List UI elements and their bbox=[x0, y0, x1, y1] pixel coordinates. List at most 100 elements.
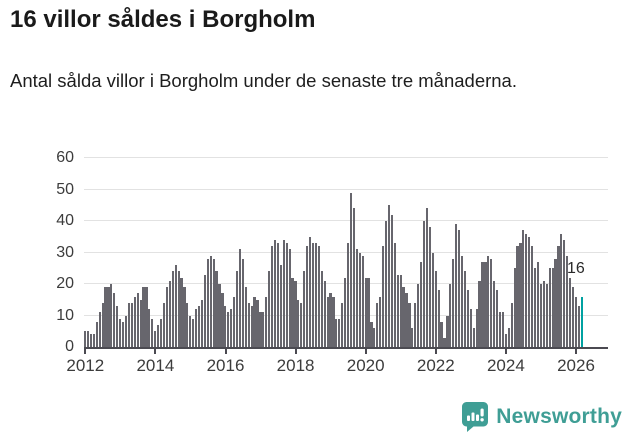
x-tick-label: 2020 bbox=[346, 356, 385, 375]
bar bbox=[352, 208, 355, 347]
x-tick-label: 2026 bbox=[557, 356, 595, 375]
bar bbox=[95, 321, 98, 347]
bar bbox=[311, 243, 315, 347]
bar bbox=[428, 227, 431, 347]
newsworthy-icon bbox=[462, 402, 489, 432]
bar bbox=[241, 258, 244, 347]
bar bbox=[192, 318, 195, 347]
bar bbox=[437, 290, 440, 347]
bar bbox=[130, 302, 133, 347]
bar bbox=[250, 306, 253, 347]
bar bbox=[294, 280, 297, 347]
bar bbox=[390, 214, 393, 347]
bar bbox=[180, 277, 183, 347]
bar bbox=[306, 246, 309, 347]
bar bbox=[116, 306, 119, 347]
bar bbox=[569, 277, 572, 347]
newsworthy-logo: Newsworthy bbox=[461, 401, 622, 432]
bar bbox=[142, 287, 145, 347]
bar bbox=[411, 328, 414, 347]
bar bbox=[355, 249, 358, 347]
bar bbox=[265, 296, 268, 347]
bar bbox=[493, 280, 496, 347]
bar bbox=[408, 302, 411, 347]
bar bbox=[200, 299, 204, 347]
bar bbox=[119, 318, 122, 347]
bar bbox=[513, 268, 516, 347]
gridline bbox=[84, 188, 608, 190]
bar bbox=[472, 328, 475, 347]
bar bbox=[227, 312, 230, 347]
bar bbox=[320, 271, 323, 347]
bar bbox=[235, 271, 239, 347]
bar bbox=[475, 309, 478, 347]
bar bbox=[422, 221, 426, 347]
x-tick-mark bbox=[294, 349, 297, 354]
bar bbox=[92, 334, 95, 347]
bar bbox=[346, 243, 350, 347]
bar bbox=[341, 302, 344, 347]
x-tick-label: 2024 bbox=[486, 356, 525, 375]
bar bbox=[384, 221, 388, 347]
bar bbox=[288, 249, 291, 347]
bar bbox=[89, 334, 93, 347]
bar bbox=[300, 302, 303, 347]
bar bbox=[507, 328, 510, 347]
bar bbox=[177, 271, 180, 347]
bar bbox=[297, 299, 300, 347]
bar bbox=[469, 309, 472, 347]
bar bbox=[463, 271, 467, 347]
bar bbox=[259, 312, 262, 347]
bar bbox=[519, 243, 522, 347]
bar bbox=[417, 284, 420, 347]
bar bbox=[504, 334, 507, 347]
bar bbox=[253, 296, 256, 347]
bar bbox=[533, 268, 537, 347]
y-tick-label: 30 bbox=[56, 243, 74, 261]
bar bbox=[551, 268, 554, 347]
bar bbox=[139, 299, 142, 347]
plot-area bbox=[84, 157, 608, 349]
bar bbox=[396, 274, 399, 347]
bar bbox=[171, 271, 174, 347]
bar bbox=[478, 280, 481, 347]
bar bbox=[542, 280, 545, 347]
bar bbox=[571, 287, 575, 347]
newsworthy-wordmark: Newsworthy bbox=[496, 404, 622, 428]
bar bbox=[536, 261, 540, 347]
bar bbox=[566, 255, 569, 347]
highlighted-bar bbox=[580, 296, 583, 347]
bar bbox=[382, 246, 385, 347]
bar bbox=[498, 312, 502, 347]
y-tick-label: 0 bbox=[65, 338, 74, 355]
bar bbox=[174, 265, 177, 347]
bar bbox=[443, 337, 446, 347]
y-tick-label: 60 bbox=[56, 149, 74, 166]
bar bbox=[455, 224, 458, 347]
x-tick-mark bbox=[224, 349, 227, 354]
bar bbox=[268, 271, 271, 347]
bar bbox=[279, 265, 282, 347]
page-title: 16 villor såldes i Borgholm bbox=[10, 6, 316, 33]
bar bbox=[215, 271, 218, 347]
bar bbox=[212, 258, 215, 347]
bar bbox=[528, 236, 531, 347]
y-tick-label: 20 bbox=[56, 275, 74, 292]
bar bbox=[84, 331, 87, 347]
bar bbox=[101, 302, 104, 347]
bar bbox=[98, 312, 101, 347]
chart-subtitle: Antal sålda villor i Borgholm under de s… bbox=[10, 70, 517, 91]
bar bbox=[399, 274, 402, 347]
bar bbox=[121, 321, 125, 347]
bar bbox=[358, 252, 361, 347]
x-tick-label: 2018 bbox=[276, 356, 315, 375]
x-tick-mark bbox=[504, 349, 507, 354]
bar bbox=[577, 306, 580, 347]
bar bbox=[563, 239, 566, 347]
bar bbox=[335, 318, 338, 347]
bar bbox=[317, 246, 320, 347]
bar bbox=[405, 293, 408, 347]
bar bbox=[531, 246, 534, 347]
bar bbox=[487, 255, 490, 347]
